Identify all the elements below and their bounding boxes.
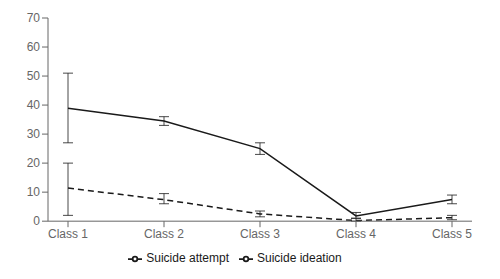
svg-text:Class 5: Class 5 <box>432 227 472 241</box>
svg-text:0: 0 <box>33 214 40 228</box>
html-text:Suicide attempt: Suicide attempt <box>146 251 229 266</box>
html-text:Suicide ideation: Suicide ideation <box>257 251 342 266</box>
svg-text:Class 3: Class 3 <box>240 227 280 241</box>
svg-text:40: 40 <box>27 98 41 112</box>
svg-text:20: 20 <box>27 156 41 170</box>
svg-text:60: 60 <box>27 40 41 54</box>
svg-text:Class 4: Class 4 <box>336 227 376 241</box>
svg-text:50: 50 <box>27 69 41 83</box>
svg-text:Class 1: Class 1 <box>48 227 88 241</box>
svg-text:10: 10 <box>27 185 41 199</box>
svg-text:30: 30 <box>27 127 41 141</box>
svg-text:Class 2: Class 2 <box>144 227 184 241</box>
svg-text:70: 70 <box>27 11 41 25</box>
